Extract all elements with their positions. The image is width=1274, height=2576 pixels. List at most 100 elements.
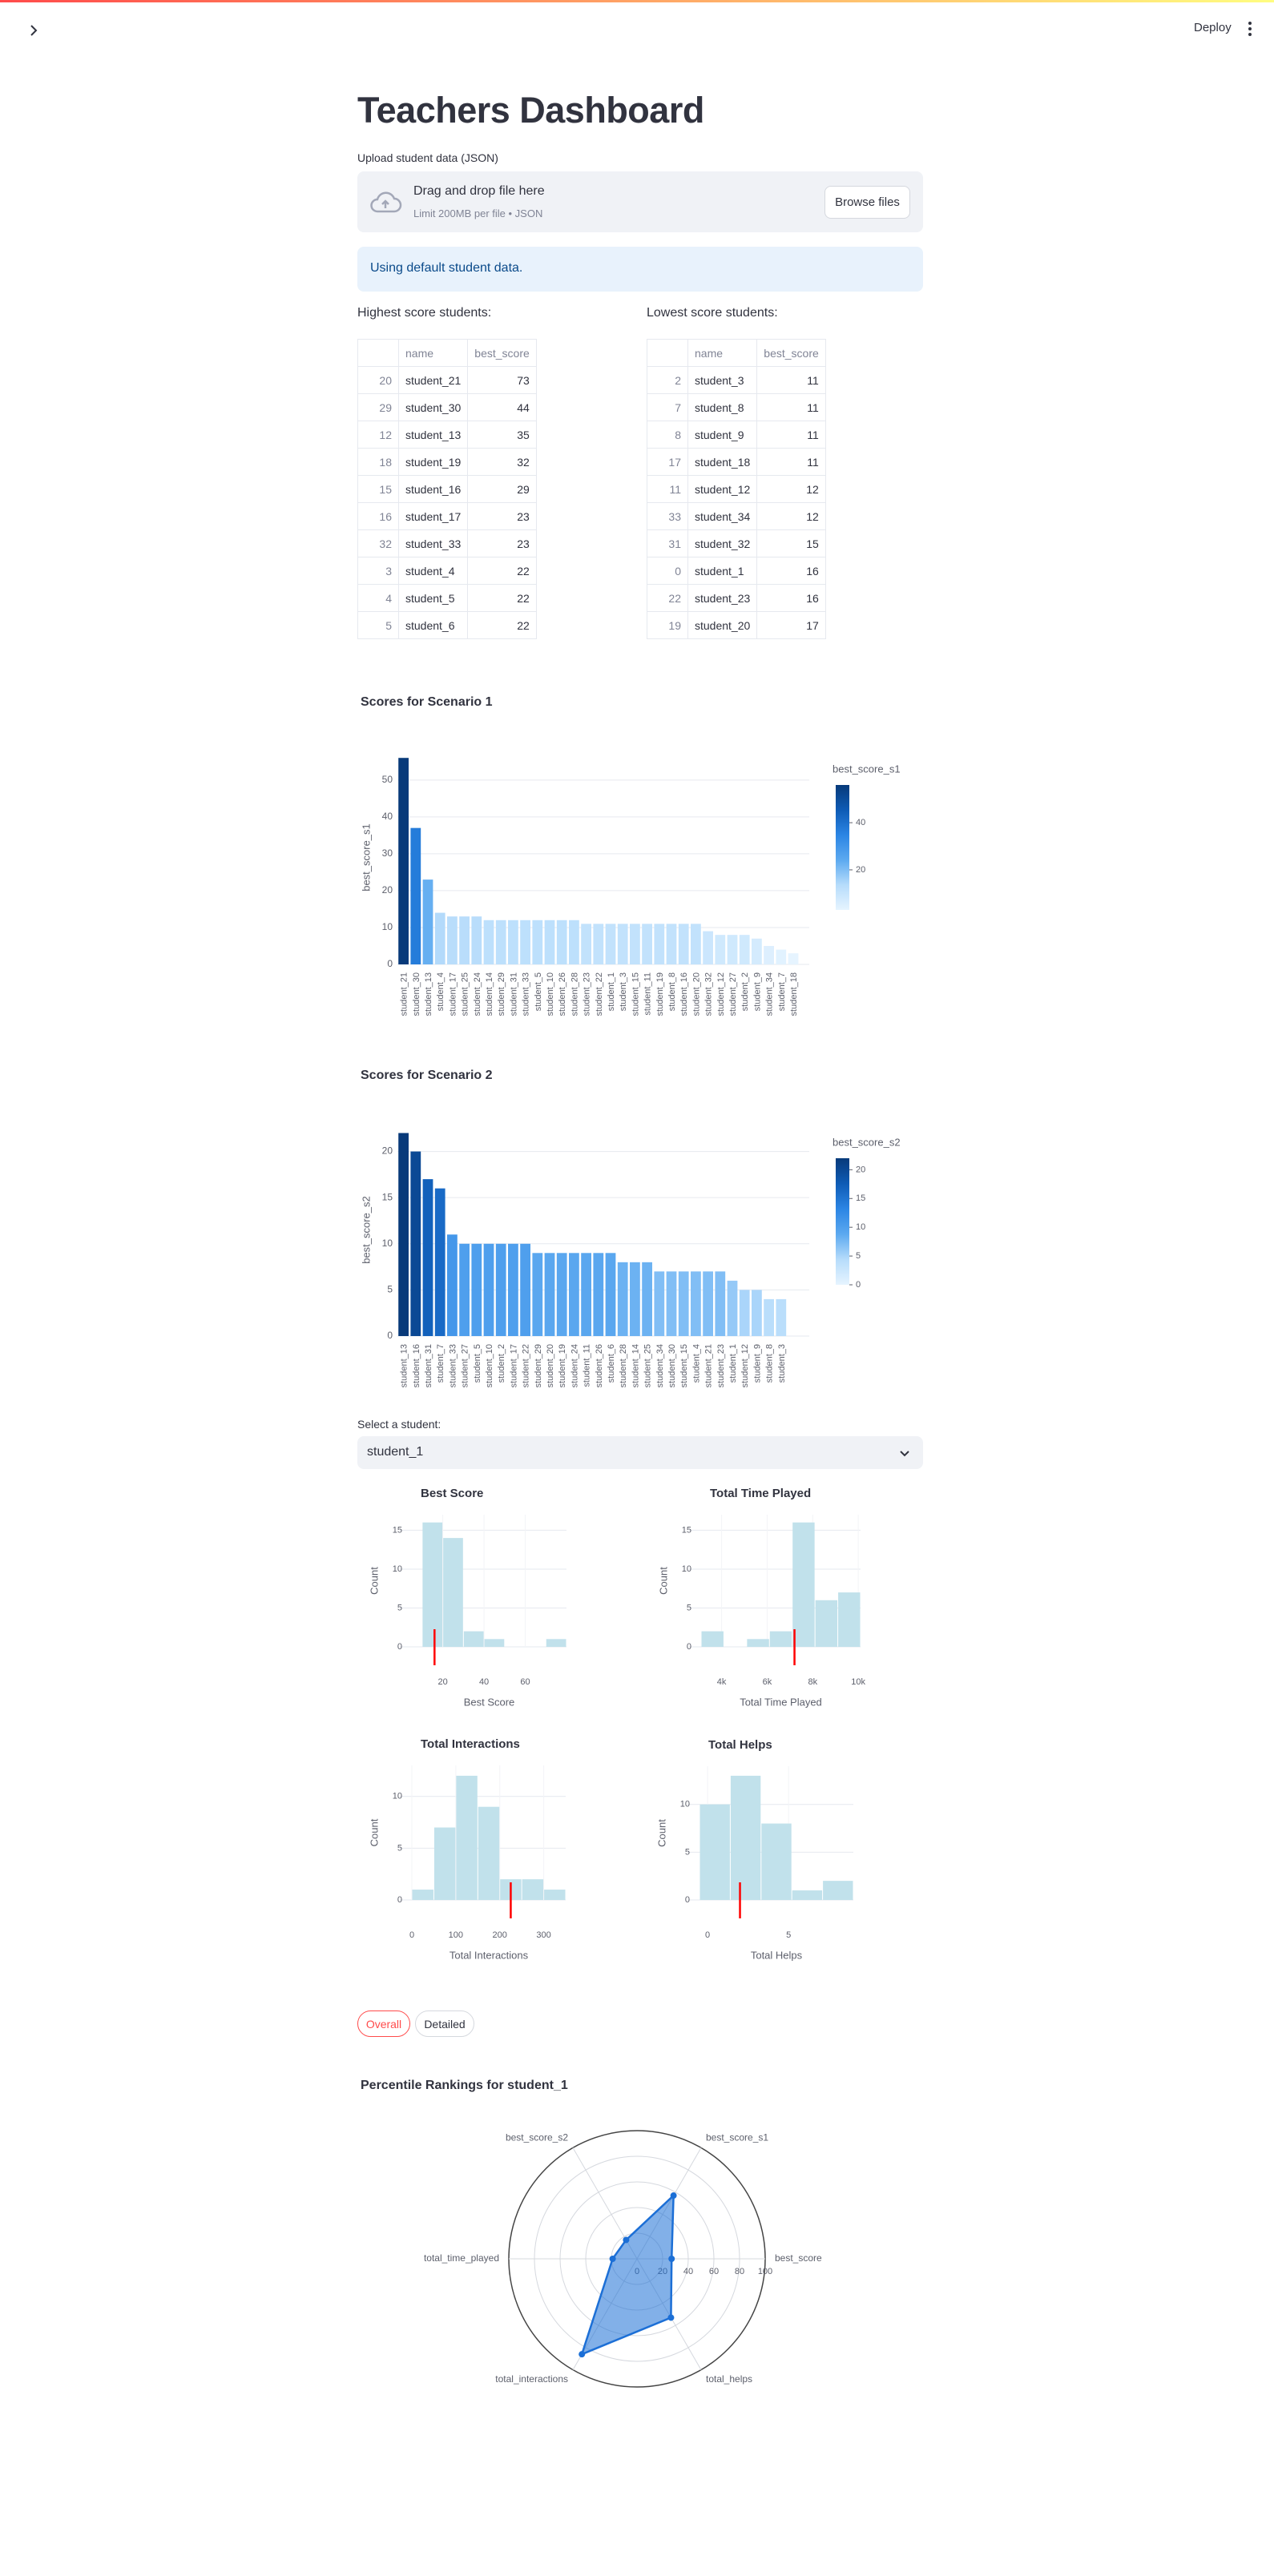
x-tick-label: student_26 <box>595 1344 604 1387</box>
data-table: name best_score 2 student_3 11 7 student_8 11 8 s… <box>647 339 826 639</box>
browse-button[interactable]: Browse files <box>824 186 910 219</box>
table-cell: 22 <box>467 584 537 612</box>
table-row: 15 student_16 29 <box>357 475 537 503</box>
table-cell: 22 <box>467 611 537 639</box>
bar <box>666 1271 677 1336</box>
x-tick-label: student_9 <box>752 1344 762 1383</box>
table-row: 29 student_30 44 <box>357 393 537 421</box>
y-tick-label: 15 <box>382 1191 393 1202</box>
x-tick-label: student_18 <box>789 972 799 1016</box>
axis-label: total_time_played <box>424 2252 499 2264</box>
y-tick-label: 5 <box>397 1843 402 1853</box>
bar <box>532 920 543 964</box>
bar <box>617 924 628 964</box>
y-tick-label: 0 <box>685 1895 690 1905</box>
x-tick-label: student_21 <box>400 972 409 1016</box>
x-tick-label: student_7 <box>777 972 787 1011</box>
table-cell: 16 <box>756 584 826 612</box>
x-tick-label: student_33 <box>448 1344 458 1387</box>
table-row: 22 student_23 16 <box>647 584 826 612</box>
menu-button[interactable] <box>1244 19 1256 38</box>
x-tick-label: student_22 <box>522 1344 531 1387</box>
bar <box>410 827 421 964</box>
table-row: 5 student_6 22 <box>357 611 537 639</box>
x-tick-label: student_34 <box>655 1344 665 1387</box>
x-tick-label: student_17 <box>509 1344 518 1387</box>
r-tick-label: 40 <box>683 2267 693 2276</box>
bar <box>422 879 433 964</box>
bar <box>410 1151 421 1336</box>
bar <box>434 1188 445 1336</box>
x-tick-label: 8k <box>808 1677 817 1687</box>
table-cell: 15 <box>756 529 826 557</box>
table-caption: Lowest score students: <box>647 306 778 320</box>
y-tick-label: 10 <box>393 1564 402 1574</box>
colorbar-tick-label: 40 <box>856 818 865 827</box>
bar <box>544 920 555 964</box>
bar <box>739 935 750 964</box>
bar <box>569 1253 579 1336</box>
deploy-button[interactable]: Deploy <box>1194 21 1232 34</box>
radar-area <box>580 2193 675 2357</box>
x-axis-label: Total Time Played <box>740 1696 822 1708</box>
y-axis-label: Count <box>655 1819 667 1847</box>
row-index: 32 <box>357 529 399 557</box>
histogram-bar <box>769 1631 792 1647</box>
y-tick-label: 50 <box>382 774 393 785</box>
x-tick-label: student_14 <box>631 1344 640 1387</box>
x-tick-label: 6k <box>763 1677 772 1687</box>
bar <box>764 1298 774 1336</box>
file-uploader[interactable]: Drag and drop file here Limit 200MB per … <box>357 171 923 232</box>
y-axis-label: Count <box>368 1818 380 1846</box>
x-tick-label: student_25 <box>643 1344 653 1387</box>
sidebar-toggle[interactable] <box>26 22 42 38</box>
info-box: Using default student data. <box>357 247 923 292</box>
bar <box>483 920 494 964</box>
table-row: 31 student_32 15 <box>647 529 826 557</box>
histogram-bar <box>544 1890 566 1900</box>
x-tick-label: student_11 <box>643 972 653 1016</box>
x-tick-label: student_13 <box>400 1344 409 1387</box>
table-row: 32 student_33 23 <box>357 529 537 557</box>
x-tick-label: student_8 <box>667 972 677 1011</box>
bar <box>569 920 579 964</box>
x-tick-label: student_3 <box>777 1344 787 1383</box>
table-cell: 11 <box>756 366 826 394</box>
tab[interactable]: Detailed <box>415 2010 474 2037</box>
row-index: 15 <box>357 475 399 503</box>
bar <box>556 1253 567 1336</box>
r-tick-label: 60 <box>709 2267 719 2276</box>
x-tick-label: student_7 <box>436 1344 445 1383</box>
histogram-bar <box>522 1879 544 1900</box>
x-tick-label: student_10 <box>546 972 555 1016</box>
y-tick-label: 20 <box>382 884 393 896</box>
table-cell: student_30 <box>397 393 469 421</box>
bar <box>617 1262 628 1336</box>
table-cell: 32 <box>467 448 537 476</box>
table-cell: student_9 <box>687 421 758 449</box>
column-header: best_score <box>467 339 537 367</box>
histogram-bar <box>730 1775 761 1900</box>
student-select[interactable]: student_1 <box>357 1436 923 1469</box>
row-index: 22 <box>647 584 688 612</box>
x-tick-label: student_31 <box>509 972 518 1016</box>
bar <box>520 1243 530 1336</box>
x-tick-label: student_6 <box>607 1344 616 1383</box>
y-axis-label: Count <box>368 1567 380 1595</box>
bar <box>398 1133 409 1336</box>
table-row: 4 student_5 22 <box>357 584 537 612</box>
x-tick-label: student_2 <box>740 972 750 1011</box>
histogram-bar <box>815 1600 838 1647</box>
y-tick-label: 0 <box>397 1642 402 1652</box>
histogram-bar <box>456 1775 478 1900</box>
table-cell: 44 <box>467 393 537 421</box>
table-cell: student_1 <box>687 557 758 585</box>
row-index: 5 <box>357 611 399 639</box>
tab[interactable]: Overall <box>357 2010 410 2037</box>
table-cell: student_33 <box>397 529 469 557</box>
bar <box>691 924 701 964</box>
bar <box>508 920 518 964</box>
table-row: 3 student_4 22 <box>357 557 537 585</box>
colorbar-tick-label: 10 <box>856 1222 865 1232</box>
y-tick-label: 10 <box>680 1800 690 1809</box>
